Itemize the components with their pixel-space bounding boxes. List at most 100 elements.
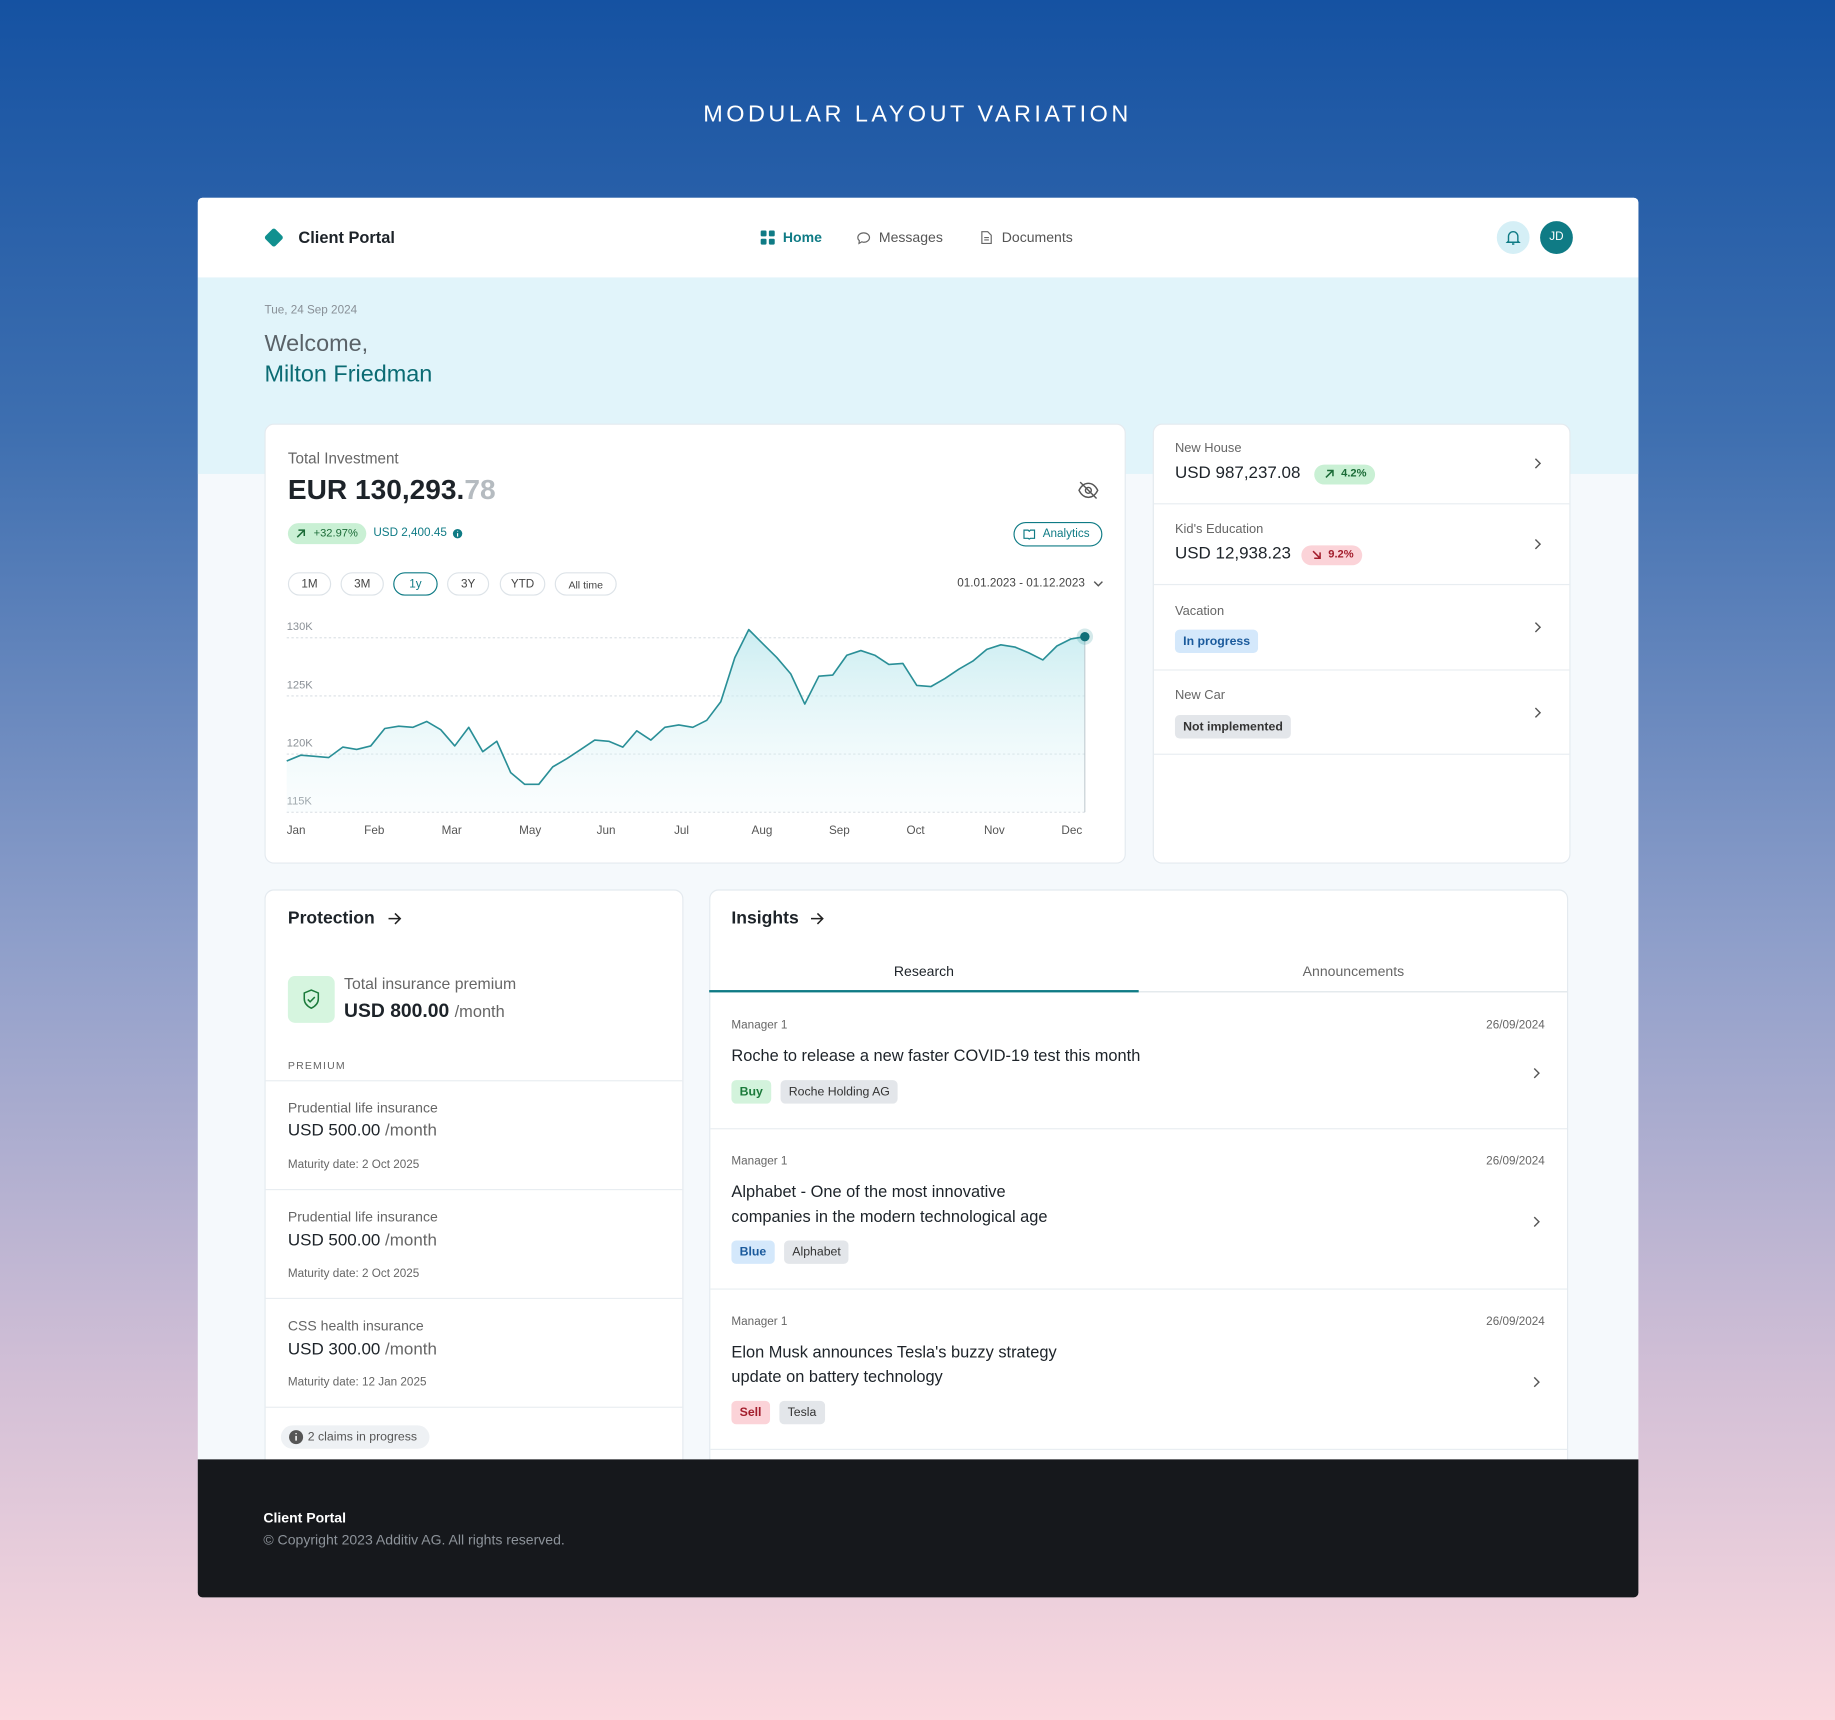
investment-amount: EUR 130,293.78	[288, 475, 496, 509]
range-button-active[interactable]: 1y	[393, 572, 438, 596]
analytics-button[interactable]	[1013, 521, 1103, 547]
goal-name[interactable]: Kid's Education	[1174, 522, 1264, 537]
range-button[interactable]: YTD	[499, 572, 546, 596]
premium-period: /month	[454, 1001, 505, 1021]
arrow-right[interactable]	[810, 912, 824, 926]
claims-text[interactable]: 2 claims in progress	[307, 1429, 418, 1444]
y-tick-label: 130K	[287, 621, 314, 633]
documents-icon	[981, 231, 992, 245]
goal-name[interactable]: New Car	[1174, 688, 1226, 703]
x-tick-label: Jan	[287, 824, 306, 837]
chevron-down	[1093, 581, 1103, 587]
user-name: Milton Friedman	[264, 361, 433, 388]
chevron[interactable]	[1533, 1067, 1540, 1079]
chevron[interactable]	[1534, 707, 1542, 719]
chevron[interactable]	[1533, 1376, 1540, 1388]
up-arrow	[1325, 469, 1334, 479]
arrow-right[interactable]	[387, 912, 402, 926]
section-label: PREMIUM	[287, 1059, 346, 1072]
y-tick-label: 120K	[287, 737, 314, 749]
range-button[interactable]: All time	[554, 572, 617, 596]
insights-title[interactable]: Insights	[731, 908, 799, 929]
tag: Roche Holding AG	[780, 1080, 899, 1104]
x-tick-label: Nov	[984, 824, 1005, 837]
tab[interactable]: Announcements	[1302, 962, 1405, 980]
policy-period: /month	[385, 1121, 437, 1141]
x-tick-label: Feb	[364, 824, 385, 837]
navbar	[197, 197, 1639, 278]
policy-amount: USD 500.00	[287, 1231, 381, 1251]
goal-name[interactable]: Vacation	[1174, 604, 1225, 619]
up-arrow	[296, 529, 306, 538]
premium-label: Total insurance premium	[344, 974, 517, 993]
x-tick-label: Jul	[674, 824, 689, 837]
goal-badge	[1314, 464, 1376, 485]
tag: Sell	[731, 1400, 770, 1425]
amount-cents: 78	[464, 474, 496, 507]
policy-name: Prudential life insurance	[287, 1208, 438, 1226]
policy-period: /month	[385, 1340, 437, 1360]
area	[286, 629, 1085, 813]
chevron[interactable]	[1534, 458, 1542, 470]
date: Tue, 24 Sep 2024	[264, 304, 358, 318]
range-button[interactable]: 1M	[287, 572, 332, 596]
notifications[interactable]	[1496, 221, 1530, 254]
x-tick-label: Sep	[829, 824, 850, 837]
end-point	[1080, 631, 1090, 642]
range-button[interactable]: 3M	[340, 572, 384, 596]
goal-amount: USD 987,237.08	[1174, 463, 1301, 483]
footer-brand: Client Portal	[263, 1509, 347, 1526]
change-amount: USD 2,400.45	[373, 526, 447, 540]
insight-title[interactable]: Roche to release a new faster COVID-19 t…	[731, 1045, 1141, 1065]
goal-badge	[1301, 545, 1363, 566]
policy-amount: USD 500.00	[287, 1121, 381, 1141]
date-range[interactable]: 01.01.2023 - 01.12.2023	[957, 576, 1085, 590]
investment-chart: 115K120K125K130KJanFebMarMayJunJulAugSep…	[286, 621, 1094, 837]
tab-active[interactable]: Research	[893, 962, 954, 980]
goal-change: 9.2%	[1328, 548, 1354, 561]
goal-name[interactable]: New House	[1174, 441, 1242, 456]
investment-label: Total Investment	[287, 449, 399, 468]
tag: Buy	[731, 1080, 772, 1104]
analytics-label[interactable]: Analytics	[1042, 527, 1090, 541]
home-icon	[760, 230, 775, 245]
tag: Tesla	[779, 1400, 825, 1425]
page-title: MODULAR LAYOUT VARIATION	[703, 101, 1132, 128]
x-tick-label: Mar	[442, 824, 462, 837]
nav-link[interactable]: Documents	[1001, 229, 1073, 246]
messages-icon	[857, 232, 871, 245]
claims-pill[interactable]	[280, 1425, 430, 1449]
chevron[interactable]	[1534, 538, 1542, 550]
amount-main: EUR 130,293.	[287, 474, 465, 507]
goal-status: Not implemented	[1174, 715, 1292, 739]
x-tick-label: Oct	[906, 824, 925, 837]
book-icon	[1023, 529, 1036, 540]
manager: Manager 1	[731, 1019, 788, 1033]
brand[interactable]: Client Portal	[298, 227, 395, 247]
x-tick-label: Aug	[752, 824, 773, 837]
chevron[interactable]	[1534, 621, 1542, 633]
footer-copyright: © Copyright 2023 Additiv AG. All rights …	[263, 1531, 565, 1549]
policy-maturity: Maturity date: 2 Oct 2025	[287, 1158, 420, 1172]
policy-amount: USD 300.00	[287, 1340, 381, 1360]
chevron[interactable]	[1533, 1216, 1540, 1228]
insight-title[interactable]: Alphabet - One of the most innovative co…	[731, 1181, 1048, 1225]
change-badge	[287, 523, 367, 545]
manager: Manager 1	[731, 1315, 788, 1329]
nav-link[interactable]: Home	[782, 229, 822, 246]
protection-title[interactable]: Protection	[287, 908, 375, 929]
hide-icon[interactable]	[1078, 481, 1099, 500]
info-icon[interactable]	[452, 528, 463, 539]
goal-amount: USD 12,938.23	[1174, 544, 1292, 564]
footer	[197, 1459, 1639, 1598]
insight-date: 26/09/2024	[1486, 1155, 1545, 1168]
range-button[interactable]: 3Y	[447, 572, 490, 596]
shield-icon	[303, 989, 320, 1010]
insight-title[interactable]: Elon Musk announces Tesla's buzzy strate…	[731, 1342, 1057, 1386]
avatar[interactable]: JD	[1540, 221, 1573, 254]
nav-link[interactable]: Messages	[878, 229, 943, 246]
tab-indicator	[709, 990, 1139, 993]
